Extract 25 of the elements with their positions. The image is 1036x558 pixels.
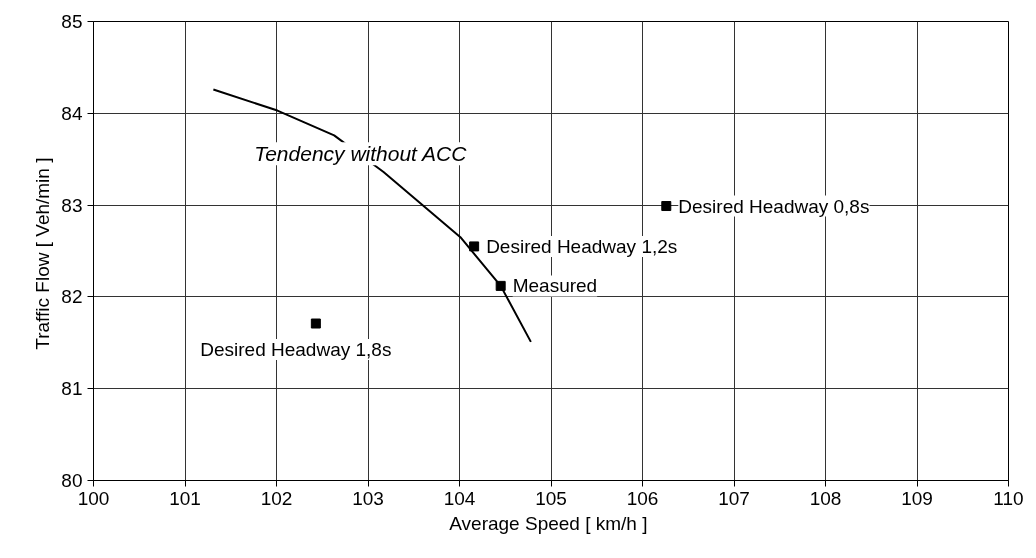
x-tick-label: 101 bbox=[169, 487, 201, 509]
x-axis-title: Average Speed [ km/h ] bbox=[449, 512, 648, 534]
x-tick-label: 104 bbox=[443, 487, 476, 509]
x-tick-label: 108 bbox=[809, 487, 842, 509]
x-tick-label: 105 bbox=[535, 487, 567, 509]
y-tick-label: 85 bbox=[61, 11, 83, 32]
point bbox=[661, 201, 672, 212]
annotation: Tendency without ACC bbox=[254, 142, 468, 166]
annotation: Desired Headway 0,8s bbox=[678, 195, 870, 217]
x-tick-label: 110 bbox=[993, 487, 1024, 509]
y-axis-title: Traffic Flow [ Veh/min ] bbox=[32, 157, 54, 350]
x-tick-label: 102 bbox=[260, 487, 293, 509]
y-tick-label: 82 bbox=[61, 286, 83, 308]
x-tick-label: 107 bbox=[718, 487, 750, 509]
annotation: Desired Headway 1,8s bbox=[200, 339, 392, 361]
y-tick-label: 81 bbox=[61, 378, 83, 400]
point bbox=[469, 241, 480, 252]
point bbox=[310, 318, 321, 329]
x-tick-label: 103 bbox=[352, 487, 384, 509]
y-tick-label: 84 bbox=[61, 102, 83, 124]
y-tick-label: 83 bbox=[61, 194, 83, 216]
x-tick-label: 109 bbox=[901, 487, 933, 509]
x-tick-label: 106 bbox=[626, 487, 659, 509]
annotation: Measured bbox=[512, 275, 598, 297]
annotation: Desired Headway 1,2s bbox=[486, 235, 678, 257]
